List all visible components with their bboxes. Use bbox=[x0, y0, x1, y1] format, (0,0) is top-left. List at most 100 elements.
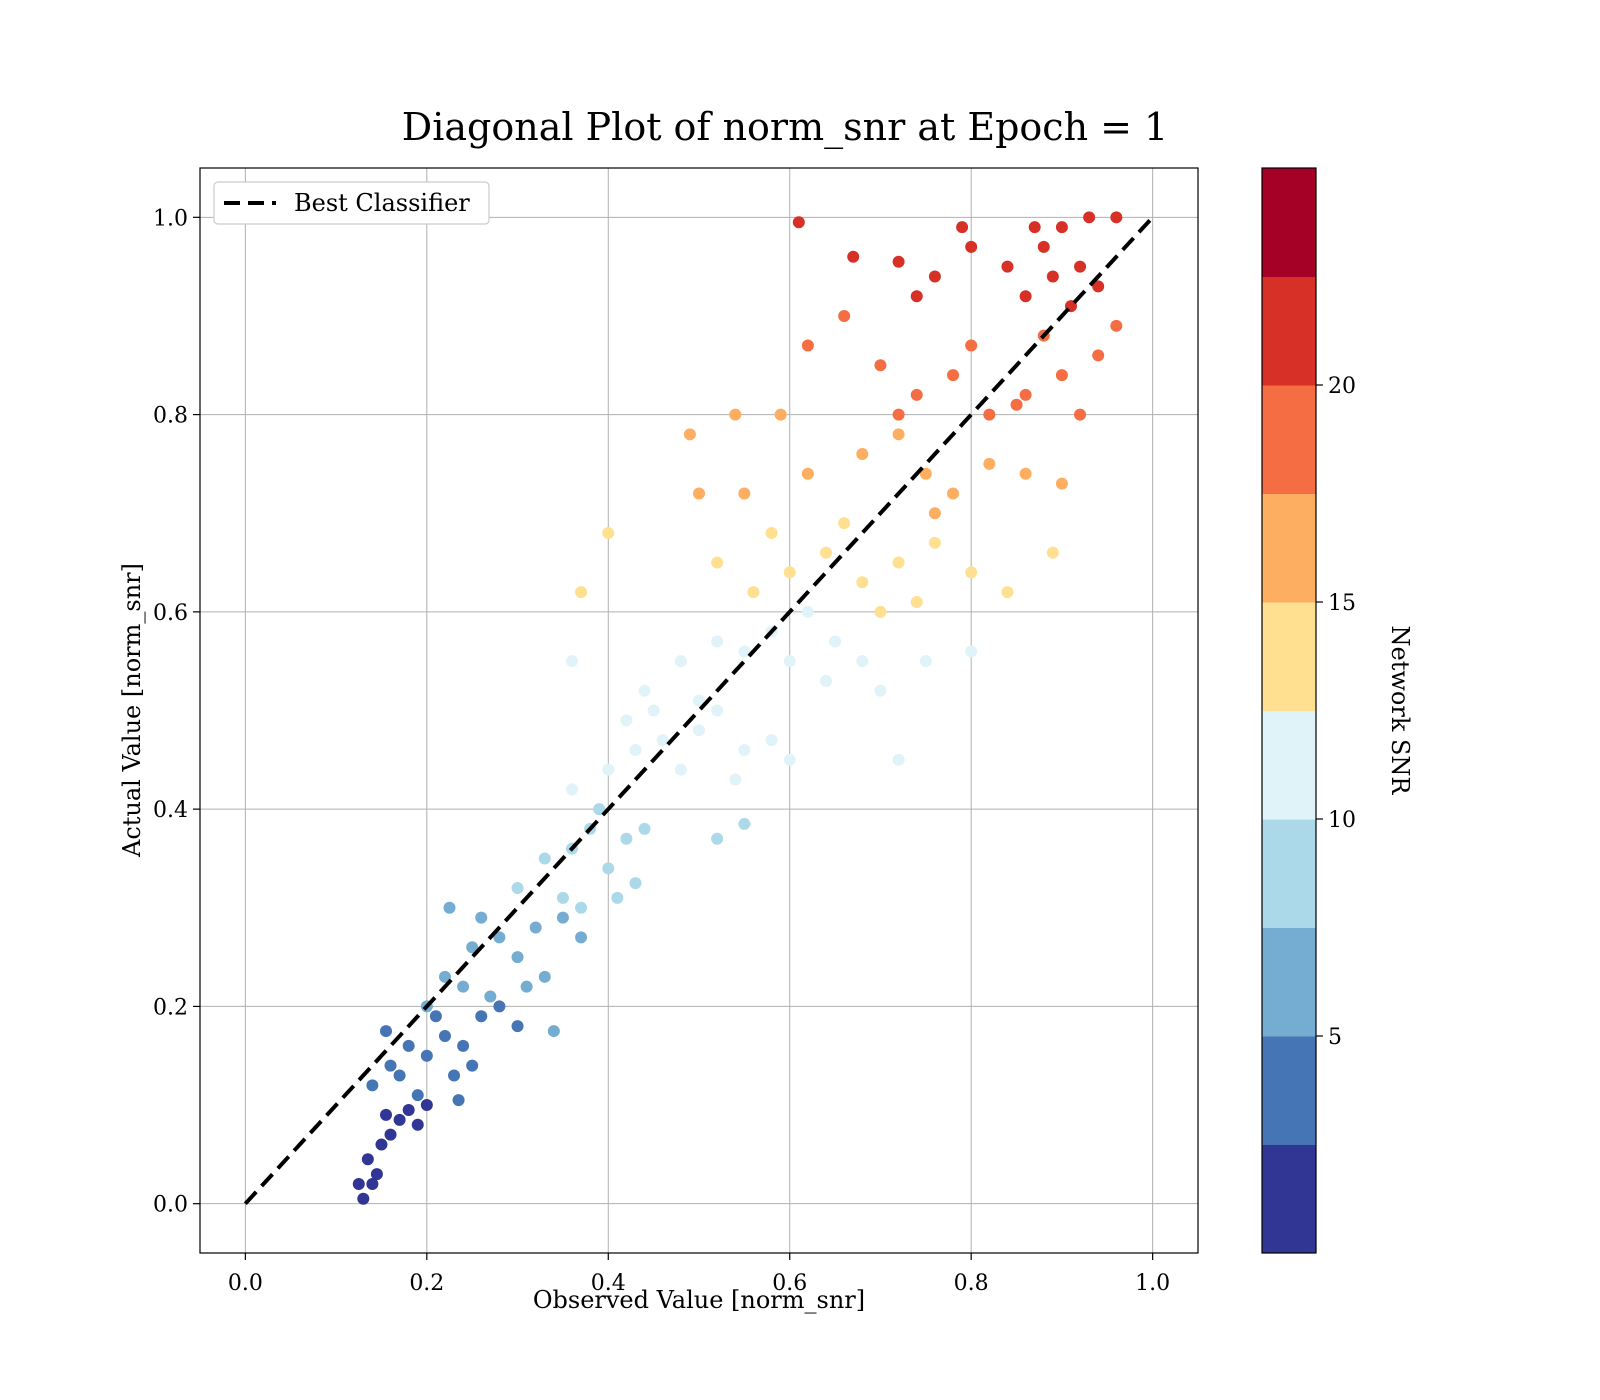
x-tick-label: 0.2 bbox=[409, 1271, 444, 1296]
scatter-point bbox=[693, 694, 705, 707]
colorbar-frame bbox=[1261, 167, 1317, 1254]
colorbar-segment bbox=[1262, 927, 1316, 1037]
scatter-point bbox=[801, 467, 814, 480]
scatter-point bbox=[983, 457, 996, 470]
scatter-point bbox=[947, 369, 960, 382]
x-axis-label: Observed Value [norm_snr] bbox=[533, 1286, 865, 1314]
scatter-point bbox=[656, 734, 669, 747]
x-tick-label: 0.6 bbox=[772, 1271, 807, 1296]
scatter-point bbox=[593, 803, 606, 816]
scatter-point bbox=[774, 408, 787, 421]
colorbar-segment bbox=[1262, 710, 1316, 820]
scatter-point bbox=[361, 1153, 374, 1166]
scatter-point bbox=[379, 1025, 392, 1038]
scatter-point bbox=[384, 1059, 397, 1072]
scatter-point bbox=[402, 1103, 415, 1116]
scatter-point bbox=[1019, 388, 1032, 401]
scatter-point bbox=[475, 1010, 488, 1023]
y-tick-label: 0.8 bbox=[153, 404, 188, 429]
scatter-point bbox=[556, 891, 569, 904]
scatter-point bbox=[647, 704, 660, 717]
scatter-point bbox=[910, 290, 923, 303]
scatter-point bbox=[1001, 260, 1014, 273]
scatter-point bbox=[674, 763, 687, 776]
scatter-point bbox=[602, 763, 615, 776]
y-tick-label: 0.4 bbox=[153, 798, 188, 823]
scatter-point bbox=[520, 980, 533, 993]
scatter-point bbox=[1055, 369, 1068, 382]
scatter-point bbox=[765, 526, 778, 539]
scatter-point bbox=[493, 931, 506, 944]
scatter-point bbox=[1074, 408, 1087, 421]
scatter-point bbox=[1001, 586, 1014, 599]
scatter-point bbox=[683, 428, 696, 441]
scatter-point bbox=[738, 645, 751, 658]
scatter-point bbox=[384, 1128, 397, 1141]
scatter-point bbox=[575, 931, 588, 944]
scatter-point bbox=[538, 970, 551, 983]
scatter-point bbox=[484, 990, 497, 1003]
scatter-point bbox=[1110, 319, 1123, 332]
scatter-point bbox=[847, 250, 860, 263]
scatter-point bbox=[738, 817, 751, 830]
scatter-point bbox=[729, 408, 742, 421]
scatter-point bbox=[856, 576, 869, 589]
colorbar-tick-label: 10 bbox=[1328, 808, 1356, 833]
scatter-point bbox=[801, 339, 814, 352]
colorbar-tick-label: 15 bbox=[1328, 591, 1356, 616]
scatter-point bbox=[352, 1177, 365, 1190]
scatter-point bbox=[638, 822, 651, 835]
scatter-point bbox=[511, 882, 524, 895]
scatter-point bbox=[1010, 398, 1023, 411]
colorbar-ticks: 5 10 15 20 bbox=[1316, 374, 1356, 1050]
scatter-point bbox=[783, 753, 796, 766]
scatter-point bbox=[1092, 349, 1105, 362]
y-axis-label: Actual Value [norm_snr] bbox=[118, 563, 146, 858]
scatter-point bbox=[1019, 290, 1032, 303]
scatter-point bbox=[856, 655, 869, 668]
scatter-point bbox=[892, 428, 905, 441]
scatter-point bbox=[838, 517, 851, 530]
scatter-point bbox=[928, 507, 941, 520]
colorbar-label: Network SNR bbox=[1386, 626, 1414, 796]
scatter-point bbox=[711, 704, 724, 717]
best-classifier-line bbox=[243, 215, 1155, 1206]
scatter-point bbox=[693, 724, 705, 737]
scatter-point bbox=[565, 783, 578, 796]
scatter-point bbox=[693, 487, 705, 500]
scatter-point bbox=[466, 1059, 479, 1072]
scatter-point bbox=[1019, 467, 1032, 480]
scatter-point bbox=[565, 655, 578, 668]
scatter-point bbox=[466, 941, 479, 954]
scatter-point bbox=[393, 1069, 406, 1082]
scatter-point bbox=[965, 645, 978, 658]
scatter-point bbox=[765, 734, 778, 747]
colorbar bbox=[1262, 168, 1316, 1254]
scatter-point bbox=[919, 467, 932, 480]
scatter-point bbox=[611, 891, 624, 904]
scatter-point bbox=[475, 911, 488, 924]
y-tick-label: 0.6 bbox=[153, 601, 188, 626]
scatter-point bbox=[947, 487, 960, 500]
scatter-point bbox=[420, 1099, 433, 1112]
scatter-point bbox=[529, 921, 542, 934]
plot-frame bbox=[199, 167, 1199, 1254]
scatter-point bbox=[983, 408, 996, 421]
scatter-point bbox=[965, 339, 978, 352]
scatter-point bbox=[838, 309, 851, 322]
scatter-point bbox=[429, 1010, 442, 1023]
scatter-point bbox=[910, 596, 923, 608]
scatter-point bbox=[370, 1168, 383, 1181]
y-axis-ticks: 0.0 0.2 0.4 0.6 0.8 1.0 bbox=[153, 206, 200, 1218]
x-tick-label: 0.0 bbox=[228, 1271, 263, 1296]
scatter-point bbox=[783, 566, 796, 579]
scatter-point bbox=[1083, 211, 1096, 224]
scatter-point bbox=[892, 556, 905, 569]
scatter-point bbox=[629, 743, 642, 756]
colorbar-tick-label: 20 bbox=[1328, 374, 1356, 399]
scatter-point bbox=[711, 832, 724, 845]
scatter-point bbox=[602, 526, 615, 539]
scatter-point bbox=[738, 743, 751, 756]
scatter-point bbox=[1028, 221, 1041, 234]
scatter-point bbox=[783, 655, 796, 668]
